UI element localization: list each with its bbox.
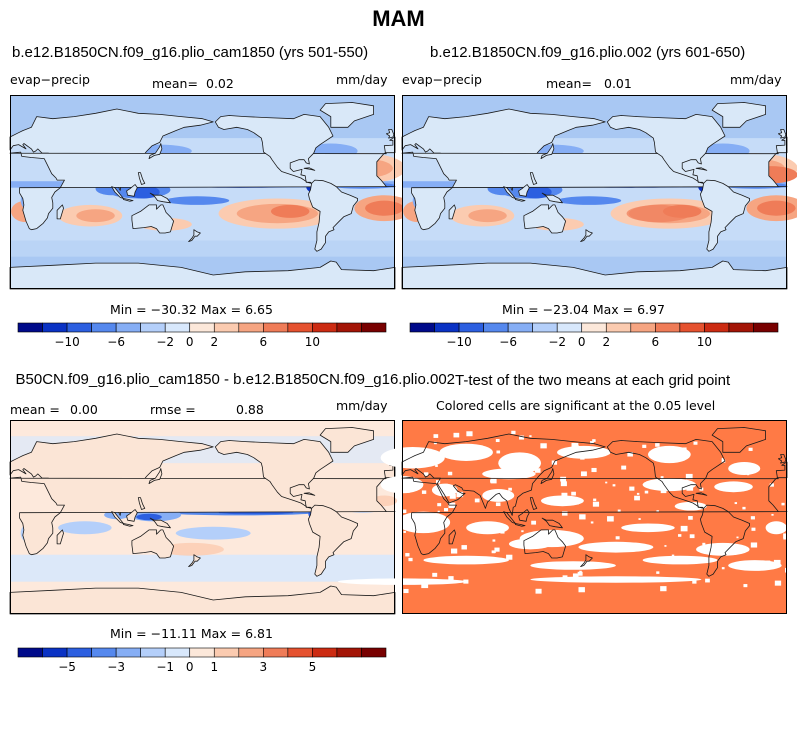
colorbar-swatch [238,647,264,658]
colorbar-swatch [434,322,460,333]
colorbar-swatch [312,647,338,658]
colorbar-swatch [66,322,92,333]
colorbar-tick-label: −2 [156,335,174,349]
colorbar-swatch [287,647,313,658]
panel-3-map [9,420,398,615]
colorbar-swatch [728,322,754,333]
colorbar-swatch [115,647,141,658]
panel-1-colorbar: −10 −6 −2 0 2 6 10 [17,322,387,349]
colorbar-swatch [42,647,68,658]
colorbar-swatch [115,322,141,333]
panel-1-title: b.e12.B1850CN.f09_g16.plio_cam1850 (yrs … [12,44,369,61]
panel-2-map [401,95,797,290]
colorbar-swatch [361,322,387,333]
colorbar-swatch [458,322,484,333]
colorbar-swatch [189,322,215,333]
panel-1-units: mm/day [336,72,388,87]
panel-3-title: B50CN.f09_g16.plio_cam1850 - b.e12.B1850… [15,371,455,388]
panel-3-mean-value: 0.00 [70,402,98,417]
colorbar-swatch [655,322,681,333]
panel-3-rmse-value: 0.88 [236,402,264,417]
colorbar-tick-label: 6 [260,335,268,349]
panel-3-mean-label: mean = [10,402,60,417]
colorbar-swatch [140,322,166,333]
panel-2-title: b.e12.B1850CN.f09_g16.plio.002 (yrs 601-… [430,44,746,61]
colorbar-swatch [679,322,705,333]
colorbar-swatch [213,322,240,333]
panel-4-subtitle: Colored cells are significant at the 0.0… [436,398,716,413]
colorbar-swatch [507,322,533,333]
colorbar-tick-label: 2 [602,335,610,349]
colorbar-swatch [336,322,362,333]
panel-2-mean-value: 0.01 [604,76,632,91]
colorbar-tick-label: 3 [260,660,268,674]
colorbar-swatch [91,647,117,658]
colorbar-swatch [605,322,632,333]
colorbar-swatch [42,322,68,333]
colorbar-tick-label: −10 [54,335,79,349]
colorbar-swatch [263,647,289,658]
colorbar-tick-label: −6 [107,335,125,349]
panel-3-rmse-label: rmse = [150,402,196,417]
panel-2-stats: Min = −23.04 Max = 6.97 [502,302,665,317]
colorbar-swatch [409,322,435,333]
colorbar-swatch [361,647,387,658]
colorbar-swatch [164,647,191,658]
panel-4-map [337,420,791,614]
panel-2-variable: evap−precip [402,72,482,87]
colorbar-tick-label: 0 [186,660,194,674]
colorbar-swatch [189,647,215,658]
colorbar-tick-label: −1 [156,660,174,674]
colorbar-swatch [263,322,289,333]
colorbar-swatch [556,322,583,333]
colorbar-swatch [17,647,43,658]
colorbar-swatch [753,322,779,333]
colorbar-swatch [17,322,43,333]
colorbar-tick-label: 0 [186,335,194,349]
panel-2-colorbar: −10 −6 −2 0 2 6 10 [409,322,779,349]
panel-4-title: T-test of the two means at each grid poi… [455,372,731,389]
colorbar-swatch [66,647,92,658]
colorbar-tick-label: 1 [210,660,218,674]
colorbar-tick-label: −2 [548,335,566,349]
panel-2-units: mm/day [730,72,782,87]
page-title: MAM [372,6,425,31]
colorbar-swatch [91,322,117,333]
colorbar-swatch [164,322,191,333]
colorbar-tick-label: 6 [652,335,660,349]
colorbar-tick-label: −3 [107,660,125,674]
colorbar-swatch [532,322,558,333]
colorbar-swatch [213,647,240,658]
colorbar-swatch [312,322,338,333]
colorbar-swatch [238,322,264,333]
colorbar-tick-label: −5 [58,660,76,674]
panel-2-mean-label: mean= [546,76,592,91]
panel-3-colorbar: −5 −3 −1 0 1 3 5 [17,647,387,674]
colorbar-swatch [581,322,607,333]
colorbar-tick-label: −10 [446,335,471,349]
colorbar-tick-label: 10 [305,335,320,349]
colorbar-tick-label: 2 [210,335,218,349]
panel-3-stats: Min = −11.11 Max = 6.81 [110,626,273,641]
colorbar-swatch [483,322,509,333]
colorbar-swatch [630,322,656,333]
colorbar-swatch [287,322,313,333]
panel-1-mean-value: 0.02 [206,76,234,91]
panel-1-mean-label: mean= [152,76,198,91]
panel-1-stats: Min = −30.32 Max = 6.65 [110,302,273,317]
colorbar-tick-label: 0 [578,335,586,349]
panel-1-variable: evap−precip [10,72,90,87]
panel-3-units: mm/day [336,398,388,413]
colorbar-tick-label: 5 [309,660,317,674]
colorbar-swatch [140,647,166,658]
colorbar-swatch [704,322,730,333]
colorbar-tick-label: −6 [499,335,517,349]
panel-1-map [9,95,415,290]
colorbar-swatch [336,647,362,658]
colorbar-tick-label: 10 [697,335,712,349]
panel-3-title-clip: B50CN.f09_g16.plio_cam1850 - b.e12.B1850… [0,370,455,392]
